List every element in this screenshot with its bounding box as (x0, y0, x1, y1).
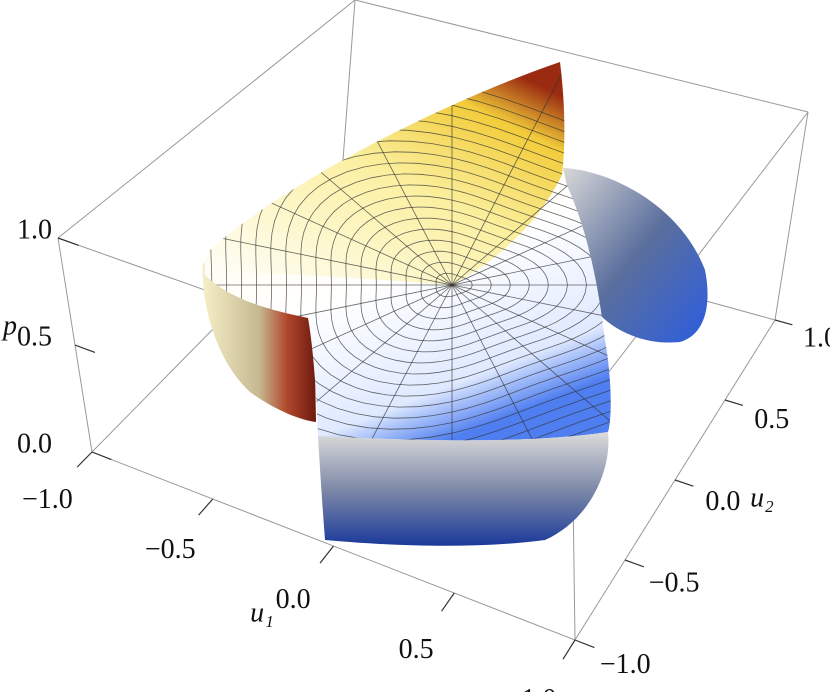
z-tick (91, 451, 112, 461)
x-tick (562, 639, 576, 660)
mesh-line (451, 284, 611, 441)
x-tick-label: −0.5 (145, 534, 196, 565)
x-tick (198, 498, 214, 516)
x-tick (76, 451, 93, 468)
surface (202, 62, 708, 546)
mesh-line (328, 284, 453, 441)
mesh-line (451, 137, 611, 286)
y-axis-label: u₂ (750, 482, 774, 513)
z-tick-label: 0.0 (17, 428, 52, 459)
mesh-line (451, 284, 611, 363)
y-tick-label: 0.0 (705, 486, 740, 517)
mesh-line (451, 62, 576, 286)
x-tick-label: −1.0 (22, 484, 73, 515)
box-edge (354, 0, 809, 113)
z-axis-label: p (1, 310, 17, 341)
x-tick (319, 545, 334, 564)
mesh-line (205, 207, 453, 286)
mesh-line (451, 207, 611, 286)
y-tick-label: −0.5 (649, 568, 700, 599)
z-tick (74, 344, 96, 353)
mesh-line (205, 137, 453, 286)
x-tick (441, 592, 455, 612)
y-tick-label: 1.0 (803, 322, 830, 353)
surface-right-wall (563, 168, 708, 343)
x-tick-label: 0.0 (276, 584, 311, 615)
y-tick-label: 0.5 (754, 404, 789, 435)
surface-front-wall (318, 432, 609, 546)
surface-center (205, 175, 611, 441)
box-edge (774, 111, 809, 321)
y-tick (674, 479, 694, 487)
y-tick (574, 639, 595, 649)
mesh-line (451, 284, 611, 433)
x-axis-label: u₁ (250, 597, 274, 628)
axes: u₁ u₂ p −1.0 −0.5 0.0 0.5 1.0 −1.0 −0.5 0.0 0.5 1… (1, 214, 830, 692)
y-tick (724, 399, 744, 407)
mesh-line (216, 284, 453, 441)
y-tick (624, 559, 645, 568)
z-tick-label: 1.0 (17, 214, 52, 245)
box-edge (57, 0, 356, 239)
y-tick-label: −1.0 (600, 649, 651, 680)
z-tick (57, 237, 79, 246)
y-tick (774, 319, 793, 326)
mesh-line (451, 284, 576, 441)
surface-left-wall (202, 262, 316, 422)
surface-top (205, 62, 565, 285)
z-tick-label: 0.5 (17, 321, 52, 352)
x-tick-label: 1.0 (522, 684, 557, 692)
x-tick-label: 0.5 (399, 634, 434, 665)
